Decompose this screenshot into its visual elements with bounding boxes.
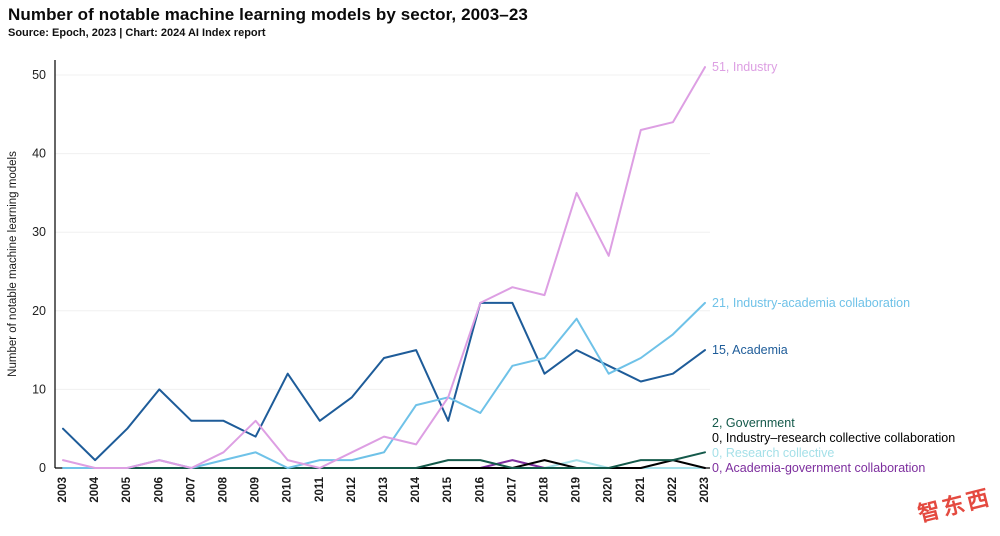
x-tick-label: 2017 (506, 477, 518, 503)
y-axis-title: Number of notable machine learning model… (7, 151, 19, 377)
y-tick-label: 30 (32, 225, 46, 239)
line-academia-government-collaboration (62, 459, 706, 469)
x-tick-label: 2006 (153, 477, 165, 503)
x-tick-label: 2004 (89, 476, 101, 502)
y-tick-label: 0 (39, 461, 46, 475)
series-label-industry: 51, Industry (712, 60, 778, 74)
x-tick-label: 2009 (250, 477, 262, 503)
x-tick-label: 2020 (603, 477, 615, 503)
line-academia (62, 301, 706, 462)
x-tick-label: 2018 (539, 476, 551, 502)
series-label-government: 2, Government (712, 416, 795, 430)
x-tick-label: 2007 (185, 477, 197, 503)
line-industry (62, 66, 706, 469)
series-label-academia-government-collaboration: 0, Academia-government collaboration (712, 461, 925, 475)
x-tick-label: 2008 (218, 476, 230, 502)
line-industry-research-collective-collaboration (62, 459, 706, 469)
series-label-industry-academia-collaboration: 21, Industry-academia collaboration (712, 296, 910, 310)
y-tick-label: 50 (32, 68, 46, 82)
x-tick-label: 2011 (314, 476, 326, 502)
line-research-collective (62, 459, 706, 469)
y-tick-label: 10 (32, 382, 46, 396)
x-tick-label: 2014 (410, 476, 422, 502)
series-label-academia: 15, Academia (712, 343, 788, 357)
y-tick-label: 40 (32, 147, 46, 161)
x-tick-label: 2022 (667, 477, 679, 503)
x-tick-label: 2023 (699, 477, 711, 503)
line-industry-academia-collaboration (62, 301, 706, 469)
series-label-research-collective: 0, Research collective (712, 446, 834, 460)
line-government (62, 451, 706, 469)
x-tick-label: 2021 (635, 476, 647, 502)
chart-title: Number of notable machine learning model… (8, 5, 528, 24)
x-tick-label: 2012 (346, 477, 358, 503)
x-tick-label: 2015 (442, 476, 454, 502)
x-tick-label: 2003 (57, 477, 69, 503)
x-tick-label: 2010 (282, 477, 294, 503)
x-tick-label: 2019 (571, 477, 583, 503)
chart-subtitle: Source: Epoch, 2023 | Chart: 2024 AI Ind… (8, 27, 266, 39)
y-tick-label: 20 (32, 304, 46, 318)
x-tick-label: 2016 (474, 477, 486, 503)
x-tick-label: 2013 (378, 477, 390, 503)
series-label-industry-research-collective-collaboration: 0, Industry–research collective collabor… (712, 431, 955, 445)
x-tick-label: 2005 (121, 476, 133, 502)
